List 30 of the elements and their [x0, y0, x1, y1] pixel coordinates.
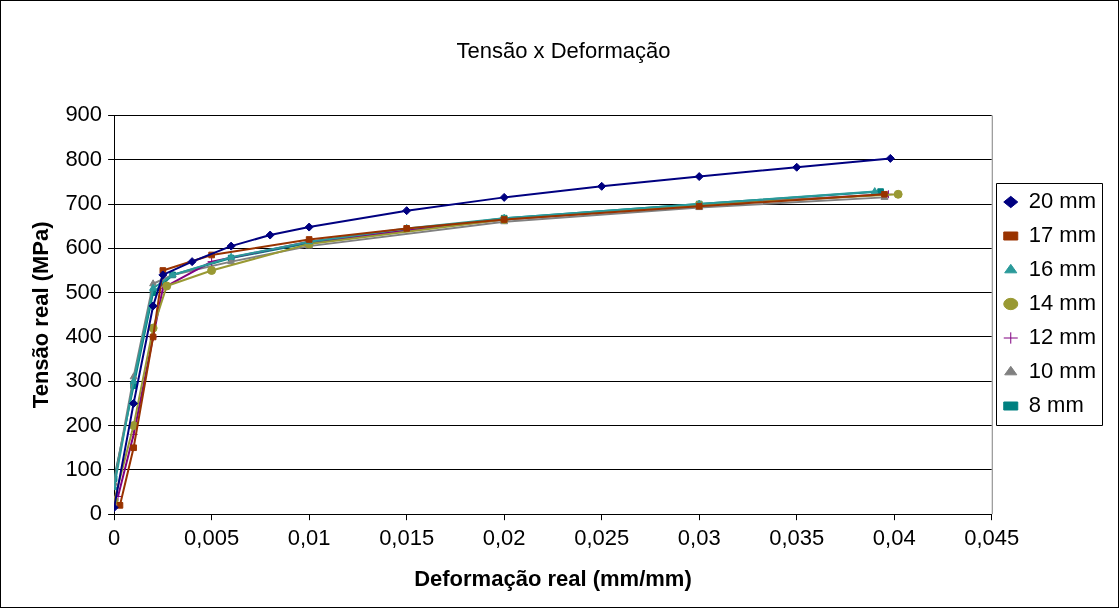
- y-tick-label: 0: [89, 500, 103, 526]
- x-tick-label: 0,01: [287, 525, 331, 551]
- y-tick-label: 800: [65, 145, 103, 171]
- y-tick-label: 700: [65, 190, 103, 216]
- x-tick-label: 0,015: [379, 525, 435, 551]
- x-tick-label: 0: [107, 525, 121, 551]
- legend-label: 16 mm: [1028, 256, 1097, 282]
- y-tick-label: 100: [65, 455, 103, 481]
- y-tick-label: 200: [65, 411, 103, 437]
- x-tick-label: 0,04: [872, 525, 916, 551]
- x-tick-label: 0,005: [184, 525, 240, 551]
- legend-label: 14 mm: [1028, 290, 1097, 316]
- x-axis-title: Deformação real (mm/mm): [414, 565, 692, 591]
- y-tick-label: 400: [65, 323, 103, 349]
- legend-label: 8 mm: [1028, 392, 1084, 418]
- legend-label: 17 mm: [1028, 222, 1097, 248]
- legend-label: 10 mm: [1028, 358, 1097, 384]
- y-axis-title: Tensão real (MPa): [28, 221, 54, 409]
- y-tick-label: 300: [65, 367, 103, 393]
- y-tick-label: 500: [65, 278, 103, 304]
- y-tick-label: 600: [65, 234, 103, 260]
- y-tick-label: 900: [65, 101, 103, 127]
- x-tick-label: 0,03: [677, 525, 721, 551]
- x-tick-label: 0,025: [574, 525, 630, 551]
- x-tick-label: 0,045: [964, 525, 1020, 551]
- x-tick-label: 0,035: [769, 525, 825, 551]
- legend-label: 12 mm: [1028, 324, 1097, 350]
- x-tick-label: 0,02: [482, 525, 526, 551]
- legend-label: 20 mm: [1028, 188, 1097, 214]
- chart-title: Tensão x Deformação: [456, 38, 671, 64]
